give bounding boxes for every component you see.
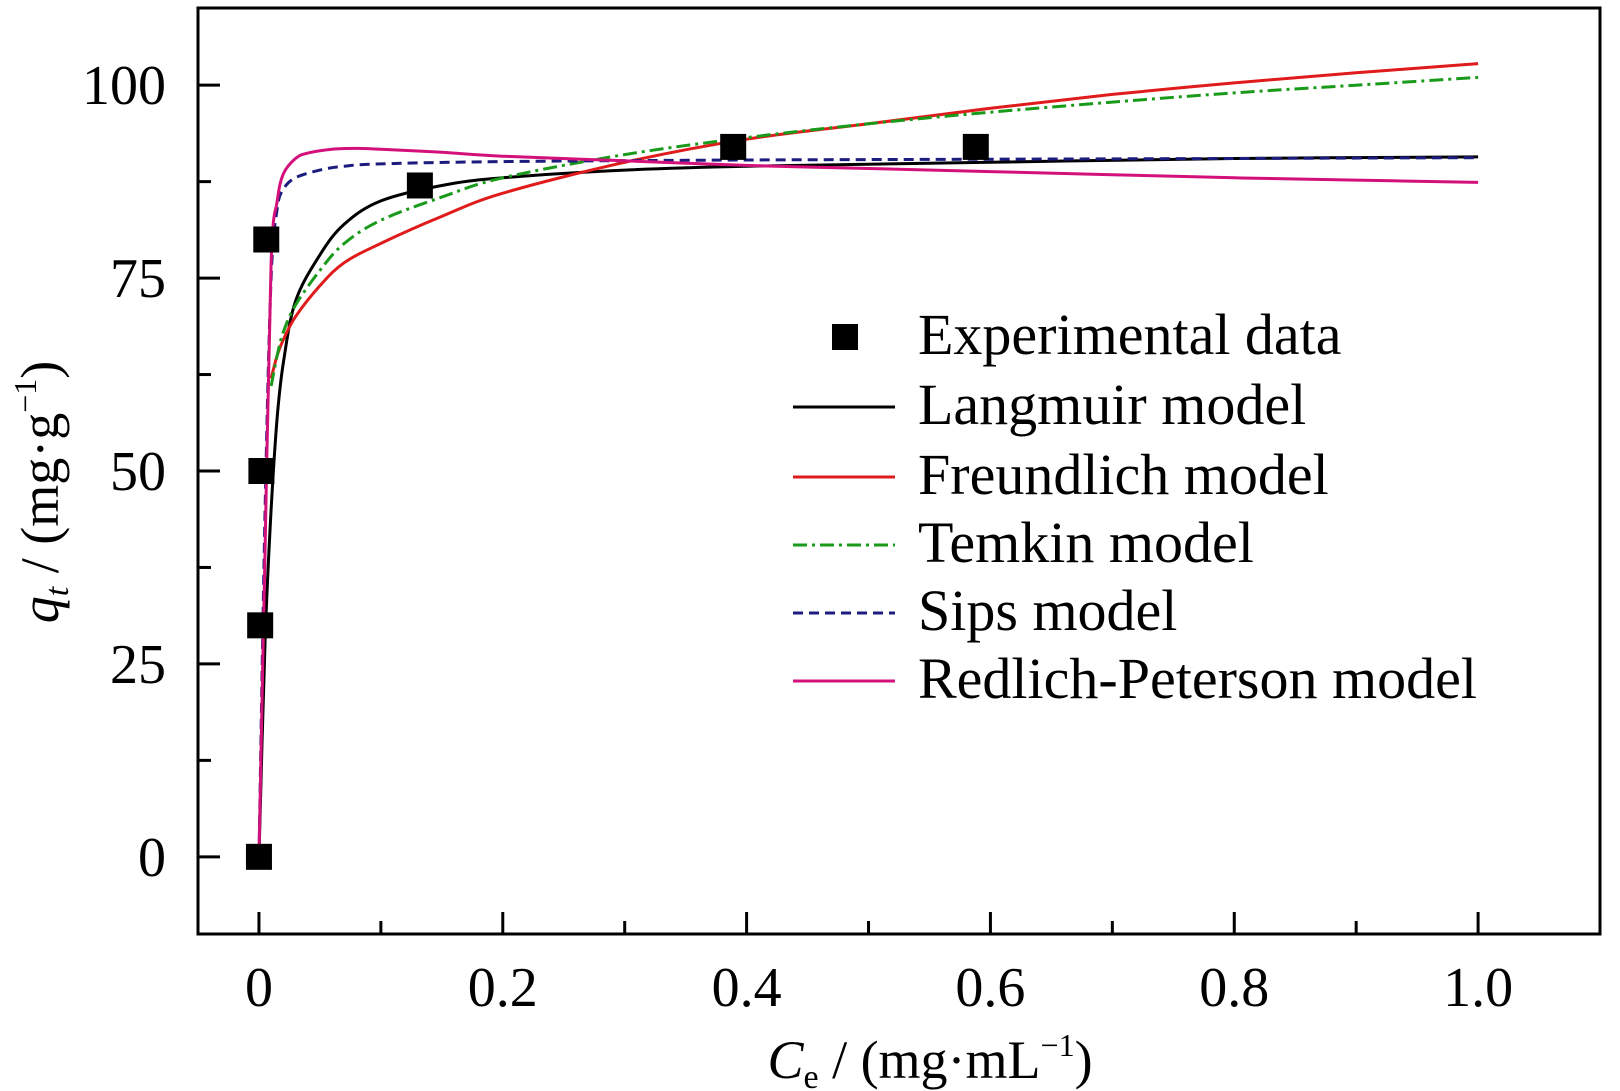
experimental-point — [253, 226, 280, 253]
x-tick-label: 0.4 — [712, 957, 782, 1019]
y-tick-label: 25 — [110, 634, 166, 696]
y-tick-label: 0 — [138, 827, 166, 889]
y-axis-title: qt / (mg·g−1) — [7, 361, 76, 623]
series-langmuir-model — [257, 155, 1479, 857]
x-axis-title: Ce / (mg·mL−1) — [767, 1027, 1092, 1091]
y-tick-label: 100 — [82, 55, 166, 117]
y-axis-exponent: −1 — [7, 379, 43, 413]
experimental-point — [248, 458, 275, 484]
x-tick-label: 0 — [245, 957, 273, 1019]
model-curves — [257, 62, 1479, 857]
series-sips-model — [257, 156, 1479, 857]
x-tick-label: 0.2 — [468, 957, 538, 1019]
legend-label-experimental: Experimental data — [918, 302, 1342, 367]
plot-frame — [196, 6, 1602, 936]
y-axis-unit-suffix: ) — [10, 361, 70, 379]
x-tick-label: 0.8 — [1199, 957, 1269, 1019]
x-axis-unit-suffix: ) — [1075, 1030, 1093, 1090]
legend-label-freundlich: Freundlich model — [918, 442, 1329, 507]
y-axis-unit-prefix: / (mg·g — [10, 413, 70, 587]
x-tick-label: 0.6 — [955, 957, 1025, 1019]
tick-labels: 0 0.2 0.4 0.6 0.8 1.0 0 25 50 75 100 — [82, 55, 1513, 1019]
legend-label-sips: Sips model — [918, 578, 1177, 643]
experimental-point — [247, 612, 274, 639]
x-axis-unit-prefix: / (mg·mL — [819, 1030, 1041, 1090]
series-temkin-model — [269, 75, 1479, 387]
experimental-points — [245, 133, 989, 870]
legend-label-langmuir: Langmuir model — [918, 372, 1306, 437]
axis-ticks — [198, 83, 1480, 934]
x-axis-symbol: C — [767, 1030, 804, 1090]
y-axis-symbol: q — [10, 596, 70, 623]
legend-label-temkin: Temkin model — [918, 510, 1254, 575]
experimental-point — [245, 843, 272, 870]
experimental-point — [406, 172, 433, 199]
y-axis-subscript: t — [39, 585, 76, 596]
y-tick-label: 75 — [110, 248, 166, 310]
experimental-point — [962, 133, 989, 160]
experimental-point — [720, 133, 747, 160]
y-tick-label: 50 — [110, 441, 166, 503]
x-axis-subscript: e — [803, 1059, 818, 1091]
x-tick-label: 1.0 — [1443, 957, 1513, 1019]
x-axis-exponent: −1 — [1041, 1027, 1075, 1063]
series-redlich-peterson-model — [257, 146, 1479, 857]
legend-label-redlich-peterson: Redlich-Peterson model — [918, 646, 1477, 711]
legend-marker-experimental — [832, 324, 858, 350]
legend: Experimental data Langmuir model Freundl… — [793, 302, 1477, 711]
